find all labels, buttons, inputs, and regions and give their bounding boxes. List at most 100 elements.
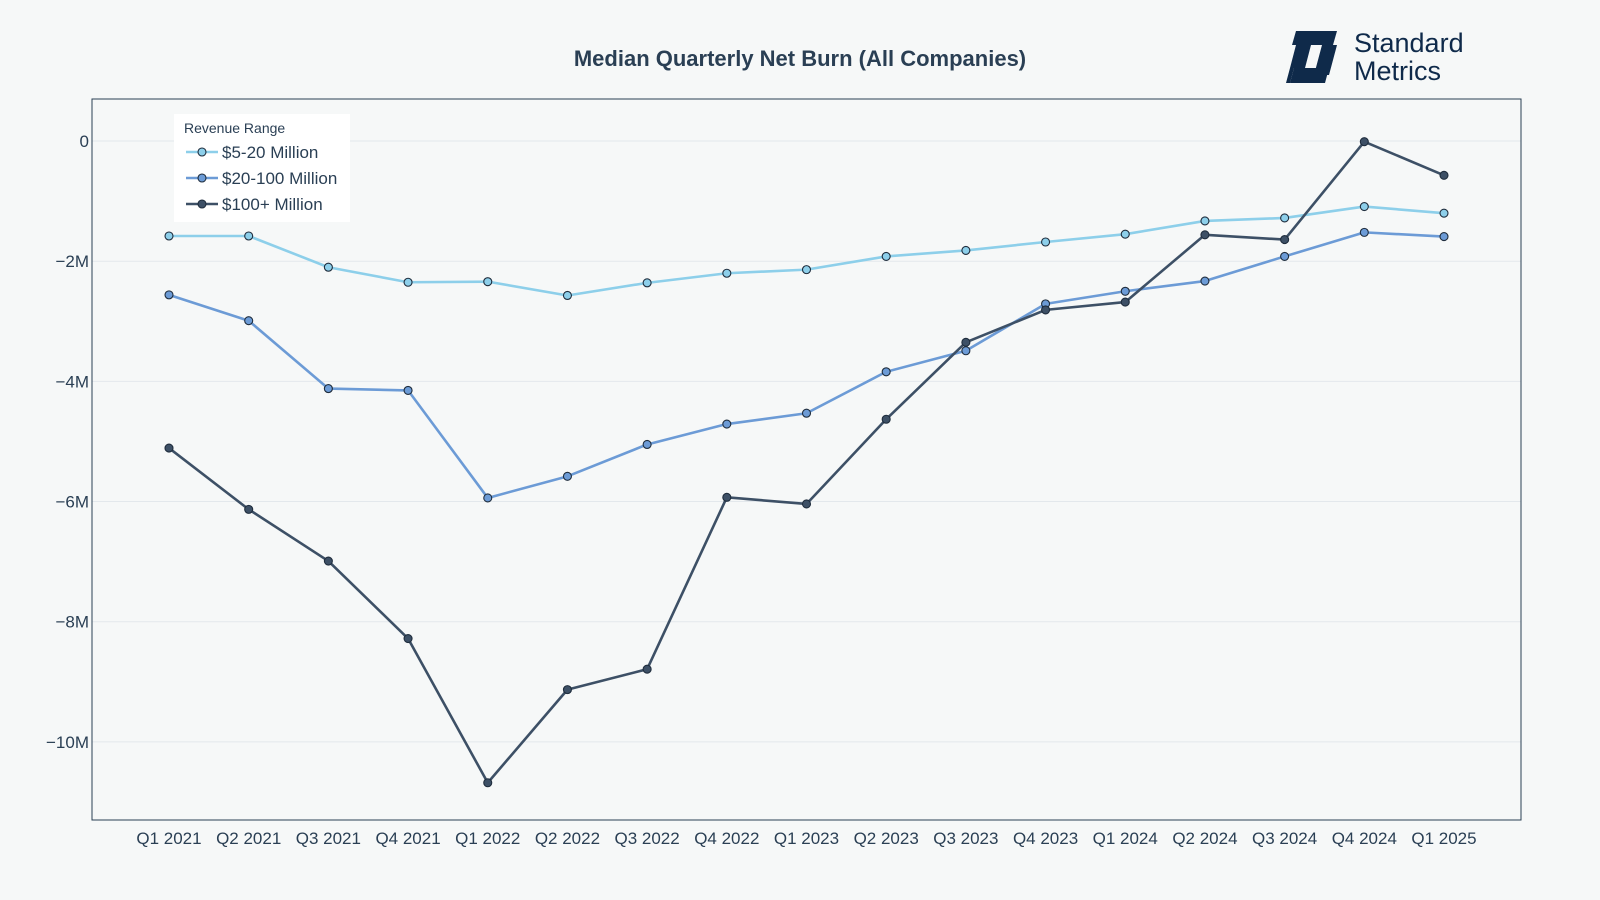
data-point (1439, 170, 1449, 180)
data-point (1120, 297, 1130, 307)
data-point (1120, 229, 1130, 239)
x-axis-ticks: Q1 2021 Q2 2021 Q3 2021 Q4 2021 Q1 2022 Q2 20… (136, 829, 1476, 848)
x-tick-label: Q2 2024 (1172, 829, 1237, 848)
logo-mark-icon (1286, 31, 1337, 83)
data-point (483, 493, 493, 503)
y-axis-ticks: 0 −2M −4M −6M −8M −10M (46, 132, 89, 752)
series-line (168, 140, 1445, 785)
data-point (1120, 286, 1130, 296)
standard-metrics-logo: Standard Metrics (1286, 28, 1464, 86)
y-tick-label: −4M (55, 372, 89, 391)
data-point (562, 685, 572, 695)
data-point (1280, 251, 1290, 261)
legend-item: $100+ Million (186, 195, 323, 214)
data-point (244, 316, 254, 326)
data-point (1280, 235, 1290, 245)
legend-item: $20-100 Million (186, 169, 337, 188)
x-tick-label: Q2 2023 (854, 829, 919, 848)
y-tick-label: −8M (55, 613, 89, 632)
data-point (1200, 276, 1210, 286)
data-point (1200, 230, 1210, 240)
data-point (1359, 227, 1369, 237)
data-point (1439, 208, 1449, 218)
data-point (722, 419, 732, 429)
x-tick-label: Q2 2022 (535, 829, 600, 848)
data-point (1359, 137, 1369, 147)
legend-swatch-marker (197, 147, 207, 157)
data-point (562, 471, 572, 481)
y-tick-label: −6M (55, 493, 89, 512)
chart-title: Median Quarterly Net Burn (All Companies… (574, 46, 1026, 71)
x-tick-label: Q1 2023 (774, 829, 839, 848)
x-tick-label: Q3 2022 (615, 829, 680, 848)
x-tick-label: Q1 2022 (455, 829, 520, 848)
gridlines (92, 140, 1521, 743)
data-point (1359, 201, 1369, 212)
x-tick-label: Q3 2023 (933, 829, 998, 848)
data-point (403, 633, 413, 644)
legend-items: $5-20 Million $20-100 Million $100+ Millio… (186, 143, 337, 214)
series-group (164, 227, 1449, 503)
data-point (323, 556, 333, 566)
data-point (801, 265, 812, 275)
x-tick-label: Q3 2024 (1252, 829, 1317, 848)
legend-label: $20-100 Million (222, 169, 337, 188)
data-point (642, 278, 652, 288)
data-point (483, 277, 493, 287)
data-point (1200, 216, 1210, 226)
series-layer (164, 137, 1449, 788)
data-point (403, 277, 413, 287)
x-tick-label: Q3 2021 (296, 829, 361, 848)
data-point (1041, 305, 1051, 315)
data-point (483, 778, 493, 788)
data-point (642, 664, 652, 674)
data-point (961, 337, 971, 347)
series-group (164, 137, 1449, 788)
data-point (881, 414, 891, 424)
legend-label: $100+ Million (222, 195, 323, 214)
y-tick-label: 0 (80, 132, 89, 151)
y-tick-label: −2M (55, 252, 89, 271)
legend: Revenue Range $5-20 Million $20-100 Milli… (174, 114, 350, 222)
data-point (1280, 213, 1290, 223)
data-point (244, 504, 254, 514)
legend-label: $5-20 Million (222, 143, 318, 162)
x-tick-label: Q4 2021 (375, 829, 440, 848)
brand-name-line2: Metrics (1354, 56, 1441, 86)
x-tick-label: Q1 2021 (136, 829, 201, 848)
x-tick-label: Q1 2024 (1093, 829, 1158, 848)
data-point (164, 443, 174, 453)
legend-title: Revenue Range (184, 120, 285, 136)
legend-item: $5-20 Million (186, 143, 318, 162)
y-tick-label: −10M (46, 733, 89, 752)
data-point (164, 290, 174, 300)
data-point (164, 231, 174, 241)
data-point (961, 245, 971, 255)
x-tick-label: Q4 2023 (1013, 829, 1078, 848)
data-point (722, 492, 732, 502)
legend-swatch-marker (197, 173, 207, 183)
plot-frame (91, 98, 1522, 821)
data-point (642, 439, 652, 450)
data-point (1439, 232, 1449, 242)
x-tick-label: Q1 2025 (1411, 829, 1476, 848)
data-point (403, 385, 413, 395)
data-point (881, 367, 891, 377)
x-tick-label: Q4 2022 (694, 829, 759, 848)
data-point (801, 499, 812, 509)
x-tick-label: Q4 2024 (1332, 829, 1397, 848)
data-point (801, 408, 812, 418)
data-point (323, 262, 333, 272)
data-point (961, 346, 971, 356)
legend-swatch-marker (197, 199, 207, 209)
brand-name-line1: Standard (1354, 28, 1464, 58)
series-group (164, 201, 1449, 301)
data-point (881, 251, 891, 261)
x-tick-label: Q2 2021 (216, 829, 281, 848)
data-point (722, 268, 732, 278)
data-point (562, 290, 572, 301)
data-point (244, 231, 254, 241)
series-line (169, 205, 1445, 297)
